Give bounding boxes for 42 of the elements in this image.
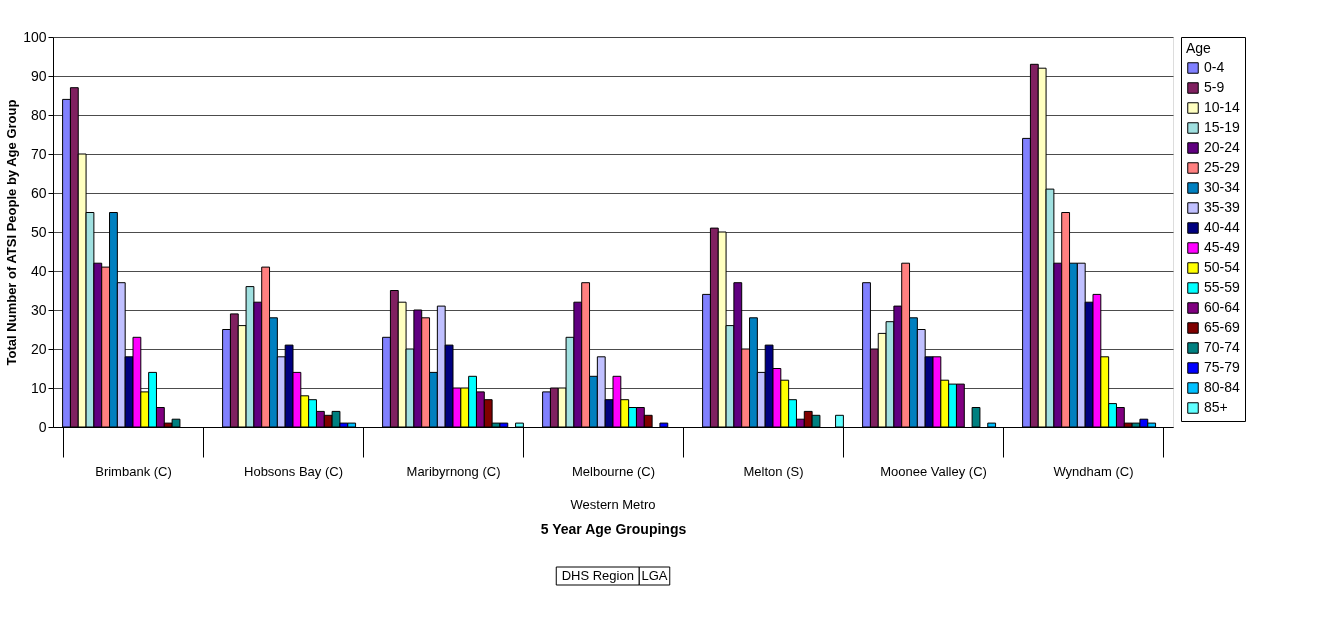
y-tick-label: 0 bbox=[38, 418, 47, 435]
legend-label: 75-79 bbox=[1204, 359, 1241, 375]
legend-label: 60-64 bbox=[1204, 299, 1241, 315]
legend-title: Age bbox=[1186, 40, 1212, 56]
legend-label: 85+ bbox=[1204, 399, 1228, 415]
legend-label: 20-24 bbox=[1204, 139, 1241, 155]
legend-label: 50-54 bbox=[1204, 259, 1241, 275]
legend-label: 10-14 bbox=[1204, 99, 1241, 115]
y-tick-label: 90 bbox=[30, 67, 47, 84]
legend-label: 35-39 bbox=[1204, 199, 1241, 215]
x-tick-label: Wyndham (C) bbox=[1053, 463, 1134, 479]
x-tick-label: Hobsons Bay (C) bbox=[244, 463, 343, 479]
y-tick-label: 50 bbox=[30, 223, 47, 240]
legend-label: 5-9 bbox=[1204, 79, 1225, 95]
x-axis-title: 5 Year Age Groupings bbox=[540, 520, 687, 537]
x-tick-label: Melton (S) bbox=[743, 463, 804, 479]
legend-label: 70-74 bbox=[1204, 339, 1241, 355]
text: Western Metro bbox=[570, 497, 656, 512]
x-tick-label: Melbourne (C) bbox=[571, 463, 656, 479]
legend-label: 30-34 bbox=[1204, 179, 1241, 195]
y-tick-label: 30 bbox=[30, 301, 47, 318]
y-tick-label: 70 bbox=[30, 145, 47, 162]
y-axis-title: Total Number of ATSI People by Age Group bbox=[4, 99, 20, 366]
legend-label: 25-29 bbox=[1204, 159, 1241, 175]
text: DHS Region bbox=[561, 568, 634, 583]
legend-label: 80-84 bbox=[1204, 379, 1241, 395]
legend-label: 15-19 bbox=[1204, 119, 1241, 135]
y-tick-label: 80 bbox=[30, 106, 47, 123]
y-tick-label: 100 bbox=[23, 28, 47, 45]
legend-label: 40-44 bbox=[1204, 219, 1241, 235]
x-tick-label: Moonee Valley (C) bbox=[880, 463, 987, 479]
legend-label: 55-59 bbox=[1204, 279, 1241, 295]
x-tick-label: Maribyrnong (C) bbox=[406, 463, 501, 479]
y-tick-label: 10 bbox=[30, 379, 47, 396]
y-tick-label: 20 bbox=[30, 340, 47, 357]
legend-label: 0-4 bbox=[1204, 59, 1225, 75]
y-tick-label: 60 bbox=[30, 184, 47, 201]
x-tick-label: Brimbank (C) bbox=[95, 463, 172, 479]
text: LGA bbox=[641, 568, 668, 583]
y-tick-label: 40 bbox=[30, 262, 47, 279]
legend-label: 65-69 bbox=[1204, 319, 1241, 335]
legend-label: 45-49 bbox=[1204, 239, 1241, 255]
